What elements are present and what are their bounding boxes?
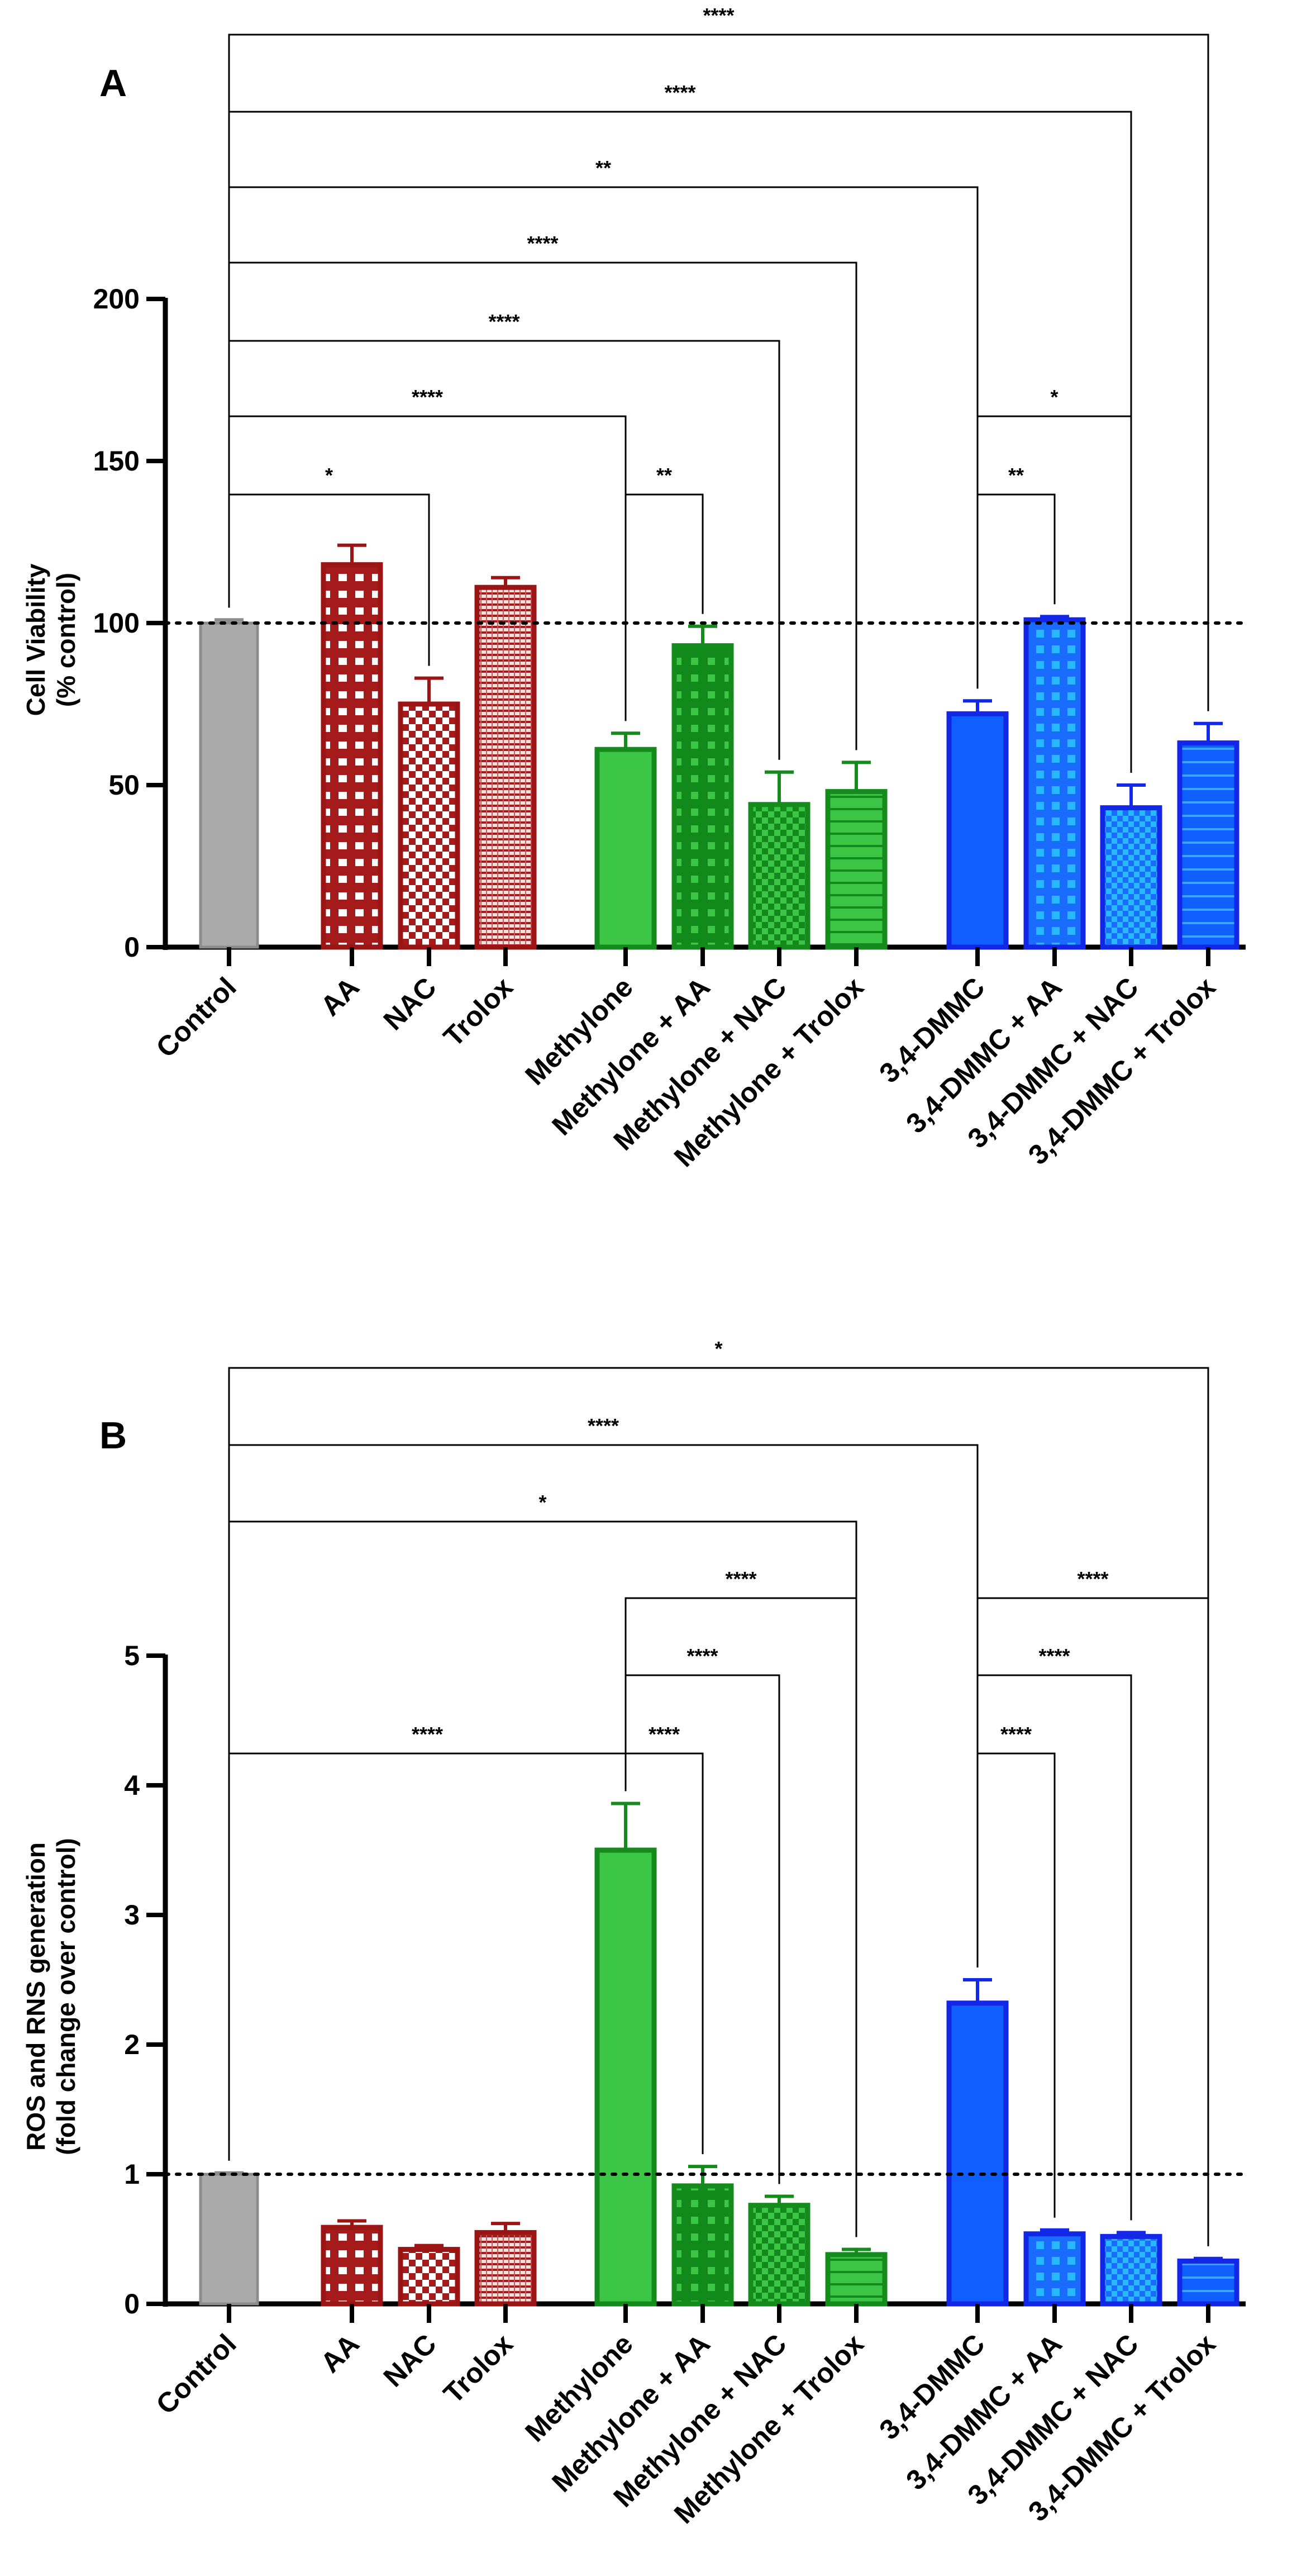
y-axis-title: ROS and RNS generation(fold change over … (21, 1838, 80, 2155)
y-axis-title-line: ROS and RNS generation (21, 1842, 50, 2151)
y-axis-title: Cell Viability(% control) (21, 563, 80, 716)
y-axis-title-line: Cell Viability (21, 563, 50, 716)
significance-bracket (228, 1367, 1209, 2246)
y-tick-label: 1 (124, 2159, 140, 2190)
significance-label: * (538, 1491, 546, 1514)
bar-3-4-dmmc-nac (1100, 2233, 1162, 2307)
significance-label: **** (725, 1567, 756, 1590)
bar-3-4-dmmc-nac (1100, 805, 1162, 950)
bar-aa (321, 2225, 383, 2307)
panel-b: B ROS and RNS generation(fold change over… (21, 1337, 1247, 2530)
significance-label: **** (527, 232, 558, 255)
x-tick-label: AA (314, 2328, 365, 2379)
significance-label: **** (649, 1723, 680, 1746)
bar-3-4-dmmc (946, 711, 1009, 950)
x-tick-label: NAC (378, 971, 442, 1036)
significance-label: **** (1000, 1723, 1032, 1746)
bar-3-4-dmmc-aa (1023, 617, 1086, 950)
significance-label: **** (412, 1723, 443, 1746)
panel-letter: B (99, 1414, 127, 1457)
significance-bracket (624, 1597, 857, 2237)
bar-methylone-nac (748, 2203, 811, 2307)
bar-trolox (474, 2230, 537, 2307)
significance-label: ** (1008, 464, 1024, 487)
significance-bracket (976, 1597, 1209, 2246)
y-tick-label: 4 (124, 1770, 140, 1801)
significance-label: **** (664, 81, 695, 104)
y-axis-title-line: (fold change over control) (51, 1838, 80, 2155)
y-axis-title-line: (% control) (51, 573, 80, 707)
bar-control (199, 621, 259, 949)
bar-trolox (474, 584, 537, 950)
significance-label: **** (686, 1645, 718, 1667)
bar-methylone-trolox (825, 2252, 888, 2307)
bar-3-4-dmmc-trolox (1177, 740, 1239, 950)
significance-label: **** (588, 1414, 619, 1437)
x-tick-label: Control (150, 2328, 242, 2420)
x-tick-label: NAC (378, 2328, 442, 2393)
significance-label: * (1050, 386, 1058, 408)
bar-3-4-dmmc (946, 2000, 1009, 2307)
x-tick-label: Trolox (437, 2328, 519, 2409)
bar-control (199, 2173, 259, 2306)
bar-methylone-aa (671, 643, 734, 950)
significance-bracket (228, 1752, 627, 2161)
significance-label: ** (595, 156, 611, 179)
y-tick-label: 2 (124, 2029, 140, 2060)
significance-label: * (325, 464, 333, 487)
y-tick-label: 150 (93, 445, 140, 477)
significance-label: ** (656, 464, 672, 487)
bar-nac (398, 701, 460, 950)
bar-methylone (594, 1847, 657, 2307)
significance-label: * (714, 1337, 722, 1360)
bar-methylone-aa (671, 2183, 734, 2307)
bar-3-4-dmmc-trolox (1177, 2258, 1239, 2307)
y-tick-label: 200 (93, 283, 140, 315)
x-tick-label: Trolox (437, 971, 519, 1053)
significance-label: **** (1077, 1567, 1108, 1590)
y-tick-label: 5 (124, 1640, 140, 1671)
y-tick-label: 3 (124, 1899, 140, 1931)
significance-label: **** (1038, 1645, 1070, 1667)
x-tick-label: AA (314, 971, 365, 1022)
bar-methylone-nac (748, 802, 811, 950)
y-tick-label: 0 (124, 2288, 140, 2320)
bar-methylone-trolox (825, 789, 888, 950)
bar-3-4-dmmc-aa (1023, 2231, 1086, 2307)
y-tick-label: 100 (93, 607, 140, 639)
panel-letter: A (99, 62, 127, 104)
y-tick-label: 0 (124, 931, 140, 963)
significance-bracket (228, 34, 1209, 711)
bar-methylone (594, 747, 657, 950)
x-tick-label: Control (150, 971, 242, 1063)
significance-bracket (228, 415, 627, 721)
bar-nac (398, 2247, 460, 2307)
significance-label: **** (412, 386, 443, 408)
significance-bracket (624, 493, 704, 721)
y-tick-label: 50 (108, 769, 140, 801)
significance-label: **** (703, 4, 734, 27)
panel-a: A Cell Viability(% control) 0 50 100 150 200 Co… (21, 4, 1247, 1173)
significance-bracket (228, 1520, 857, 2237)
significance-label: **** (488, 310, 519, 333)
